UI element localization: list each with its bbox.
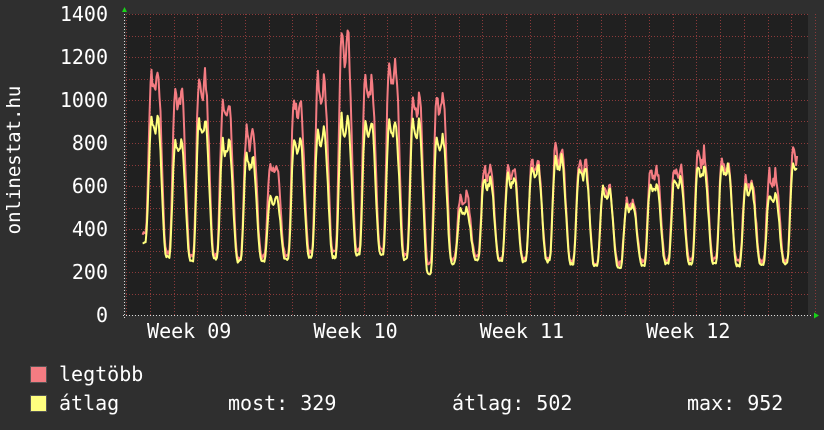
y-tick-label: 1200 (60, 45, 108, 69)
series-line-atlag (142, 111, 798, 276)
x-tick-label: Week 09 (147, 319, 231, 343)
x-tick-label: Week 11 (480, 319, 564, 343)
stat-most: most: 329 (228, 391, 337, 415)
legend-item-legtobb: legtöbb (30, 362, 190, 386)
y-axis-label: onlinestat.hu (0, 60, 30, 260)
stat-max: max: 952 (687, 391, 784, 415)
y-tick-label: 200 (72, 260, 108, 284)
x-axis-arrow (814, 312, 819, 319)
y-tick-label: 600 (72, 174, 108, 198)
x-tick-label: Week 12 (646, 319, 730, 343)
y-tick-label: 400 (72, 217, 108, 241)
y-tick-label: 1000 (60, 88, 108, 112)
legend-item-atlag: átlag most: 329 átlag: 502 max: 952 (30, 391, 820, 415)
stat-atlag: átlag: 502 (452, 391, 573, 415)
x-tick-label: Week 10 (313, 319, 397, 343)
y-tick-label: 1400 (60, 2, 108, 26)
y-axis-label-text: onlinestat.hu (3, 85, 25, 235)
y-axis-arrow (122, 7, 127, 12)
plot-area (126, 14, 808, 315)
legend-swatch-legtobb (30, 366, 47, 383)
legend-swatch-atlag (30, 395, 47, 412)
y-tick-label: 800 (72, 131, 108, 155)
chart: 0 200 400 600 800 1000 1200 1400 Week 09 Week 10 W… (60, 2, 819, 343)
legend-label-legtobb: legtöbb (59, 362, 144, 386)
legend-label-atlag: átlag (59, 391, 120, 415)
y-tick-label: 0 (96, 303, 108, 327)
